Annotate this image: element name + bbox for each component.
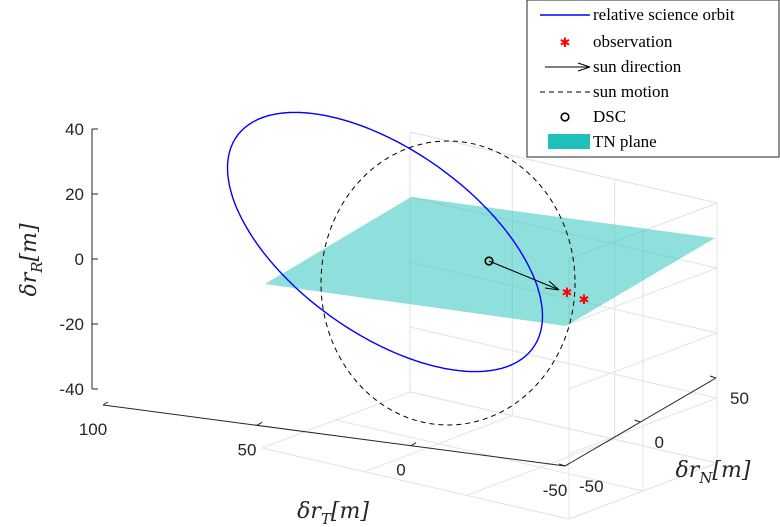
z-tick-label: -20 xyxy=(59,315,84,334)
legend-swatch-observation: ✱ xyxy=(560,36,571,51)
y-tick-mark xyxy=(709,375,717,379)
y-tick-mark xyxy=(558,463,566,467)
y-tick-mark xyxy=(634,419,641,423)
grid-lines xyxy=(261,131,718,520)
x-tick-label: 0 xyxy=(396,461,405,480)
legend-swatch-sun-direction-head xyxy=(577,62,591,72)
x-axis-line xyxy=(102,404,566,467)
grid-sidewall-r xyxy=(568,462,718,520)
observation-marker: ✱ xyxy=(562,286,573,301)
x-tick-mark xyxy=(410,442,417,447)
legend-box xyxy=(526,0,780,158)
marker-layer: ✱ ✱ xyxy=(484,256,590,308)
grid-sidewall-r xyxy=(568,397,718,455)
grid-sidewall-r xyxy=(568,267,718,325)
axis-lines xyxy=(91,128,717,467)
curve-layer xyxy=(226,111,576,426)
x-tick-mark xyxy=(102,401,109,406)
legend: relative science orbit ✱ observation sun… xyxy=(526,0,780,158)
grid-sidewall-r xyxy=(568,332,718,390)
legend-label-sun-motion: sun motion xyxy=(593,82,670,101)
dsc-marker xyxy=(484,256,494,266)
orbit-curve xyxy=(226,111,544,373)
grid-floor-n xyxy=(261,447,570,520)
y-tick-label: 0 xyxy=(655,433,664,452)
box-edge-top-left xyxy=(409,131,718,204)
z-tick-label: -40 xyxy=(59,380,84,399)
y-axis-label: δrN[m] xyxy=(676,458,751,487)
x-tick-label: 100 xyxy=(79,420,107,439)
x-tick-label: 50 xyxy=(238,440,257,459)
grid-backwall-r xyxy=(409,326,718,399)
x-axis-label: δrT[m] xyxy=(297,499,369,527)
legend-label-orbit: relative science orbit xyxy=(593,5,735,24)
y-tick-label: 50 xyxy=(730,389,749,408)
sun-motion-circle xyxy=(320,140,576,426)
x-tick-mark xyxy=(256,421,263,426)
z-tick-label: 0 xyxy=(75,250,84,269)
y-tick-label: -50 xyxy=(579,477,604,496)
z-axis-label: δrR[m] xyxy=(17,223,46,297)
x-tick-label: -50 xyxy=(543,481,568,500)
legend-label-dsc: DSC xyxy=(593,107,626,126)
legend-label-tn-plane: TN plane xyxy=(593,132,657,151)
legend-label-observation: observation xyxy=(593,32,673,51)
legend-label-sun-direction: sun direction xyxy=(593,57,682,76)
grid-backwall-r xyxy=(409,391,718,464)
legend-swatch-tn-plane xyxy=(548,134,590,149)
z-tick-label: 40 xyxy=(65,120,84,139)
sun-direction-arrow xyxy=(488,260,558,290)
grid-floor-n xyxy=(335,419,644,492)
z-tick-label: 20 xyxy=(65,185,84,204)
observation-marker: ✱ xyxy=(579,293,590,308)
x-tick-mark xyxy=(564,462,571,467)
tick-labels: 40 20 0 -20 -40 100 50 0 -50 50 0 -50 xyxy=(59,120,749,500)
legend-swatch-dsc xyxy=(560,112,570,122)
sun-direction-arrowhead xyxy=(544,280,560,291)
